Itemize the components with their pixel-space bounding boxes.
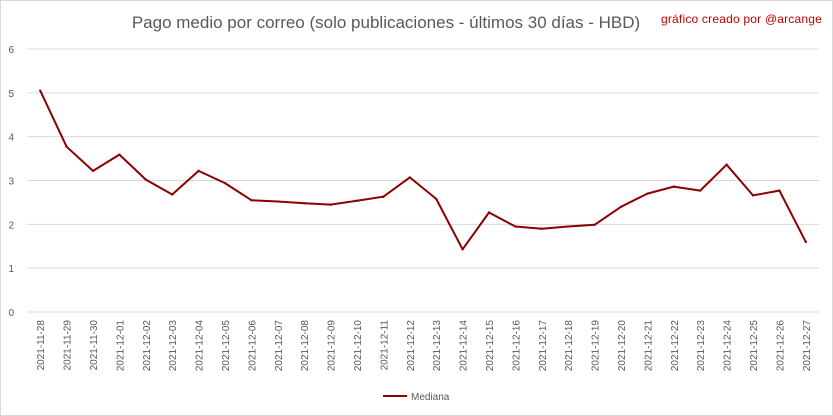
x-tick-label: 2021-12-27 (802, 320, 813, 372)
data-point (223, 181, 227, 185)
data-point (65, 145, 68, 148)
x-tick-label: 2021-12-26 (775, 320, 786, 372)
x-tick-label: 2021-12-12 (406, 320, 417, 372)
x-tick-label: 2021-12-11 (379, 320, 390, 371)
y-tick-label: 4 (8, 133, 14, 144)
data-point (514, 225, 517, 228)
x-tick-label: 2021-12-17 (538, 320, 549, 372)
y-axis-ticks: 0 1 2 3 4 5 6 (8, 45, 14, 319)
data-point (699, 189, 702, 192)
x-tick-label: 2021-11-30 (89, 320, 100, 371)
data-point (461, 248, 464, 251)
data-point (355, 199, 359, 202)
data-point (725, 163, 728, 166)
chart-title: Pago medio por correo (solo publicacione… (131, 13, 641, 32)
data-point (751, 194, 755, 197)
data-point (329, 203, 332, 206)
x-tick-label: 2021-12-03 (168, 320, 179, 372)
x-tick-label: 2021-12-21 (643, 320, 654, 372)
legend-label: Mediana (411, 392, 450, 403)
x-tick-label: 2021-12-18 (564, 320, 575, 372)
data-point (91, 169, 95, 173)
x-tick-label: 2021-12-07 (274, 320, 285, 372)
data-point (197, 169, 200, 173)
x-tick-label: 2021-12-08 (300, 320, 311, 372)
x-tick-label: 2021-12-23 (696, 320, 707, 372)
data-point (646, 192, 649, 195)
data-point (593, 223, 596, 226)
data-point (171, 193, 174, 196)
data-point (619, 205, 623, 208)
gridlines (27, 48, 819, 313)
data-point (250, 199, 253, 202)
x-tick-label: 2021-12-20 (617, 320, 628, 372)
x-tick-label: 2021-11-29 (63, 320, 74, 371)
data-point (382, 195, 385, 198)
data-point (435, 197, 438, 201)
data-point (118, 153, 121, 156)
series-line-mediana (39, 90, 807, 251)
y-tick-label: 2 (8, 220, 14, 231)
legend: Mediana (383, 392, 450, 403)
x-tick-label: 2021-12-15 (485, 320, 496, 372)
x-tick-label: 2021-12-19 (591, 320, 602, 372)
x-tick-label: 2021-12-02 (142, 320, 153, 372)
data-point (778, 189, 781, 192)
x-axis-ticks: 2021-11-28 2021-11-29 2021-11-30 2021-12-01… (36, 320, 813, 372)
series-layer (39, 89, 807, 251)
data-point (276, 200, 279, 203)
y-tick-label: 3 (8, 177, 14, 188)
y-tick-label: 6 (8, 45, 14, 56)
data-point (672, 185, 675, 188)
x-tick-label: 2021-12-22 (670, 320, 681, 372)
x-tick-label: 2021-12-13 (432, 320, 443, 372)
data-point (408, 176, 411, 179)
data-point (303, 202, 306, 205)
x-tick-label: 2021-12-09 (327, 320, 338, 372)
y-tick-label: 1 (8, 264, 14, 275)
data-point (487, 211, 491, 214)
x-tick-label: 2021-12-04 (195, 320, 206, 372)
chart-credit: gráfico creado por @arcange (660, 12, 822, 26)
x-tick-label: 2021-12-05 (221, 320, 232, 372)
data-point (567, 225, 570, 228)
data-point (39, 89, 42, 92)
x-tick-label: 2021-12-06 (247, 320, 258, 372)
x-tick-label: 2021-12-25 (749, 320, 760, 372)
y-tick-label: 5 (8, 89, 14, 100)
data-point (144, 178, 147, 181)
x-tick-label: 2021-12-14 (459, 320, 470, 372)
y-tick-label: 0 (8, 308, 14, 319)
x-tick-label: 2021-12-10 (353, 320, 364, 372)
x-tick-label: 2021-12-16 (511, 320, 522, 372)
data-point (540, 227, 543, 230)
x-tick-label: 2021-11-28 (36, 320, 47, 371)
data-point (804, 240, 807, 244)
x-tick-label: 2021-12-24 (723, 320, 734, 372)
x-tick-label: 2021-12-01 (115, 320, 126, 372)
